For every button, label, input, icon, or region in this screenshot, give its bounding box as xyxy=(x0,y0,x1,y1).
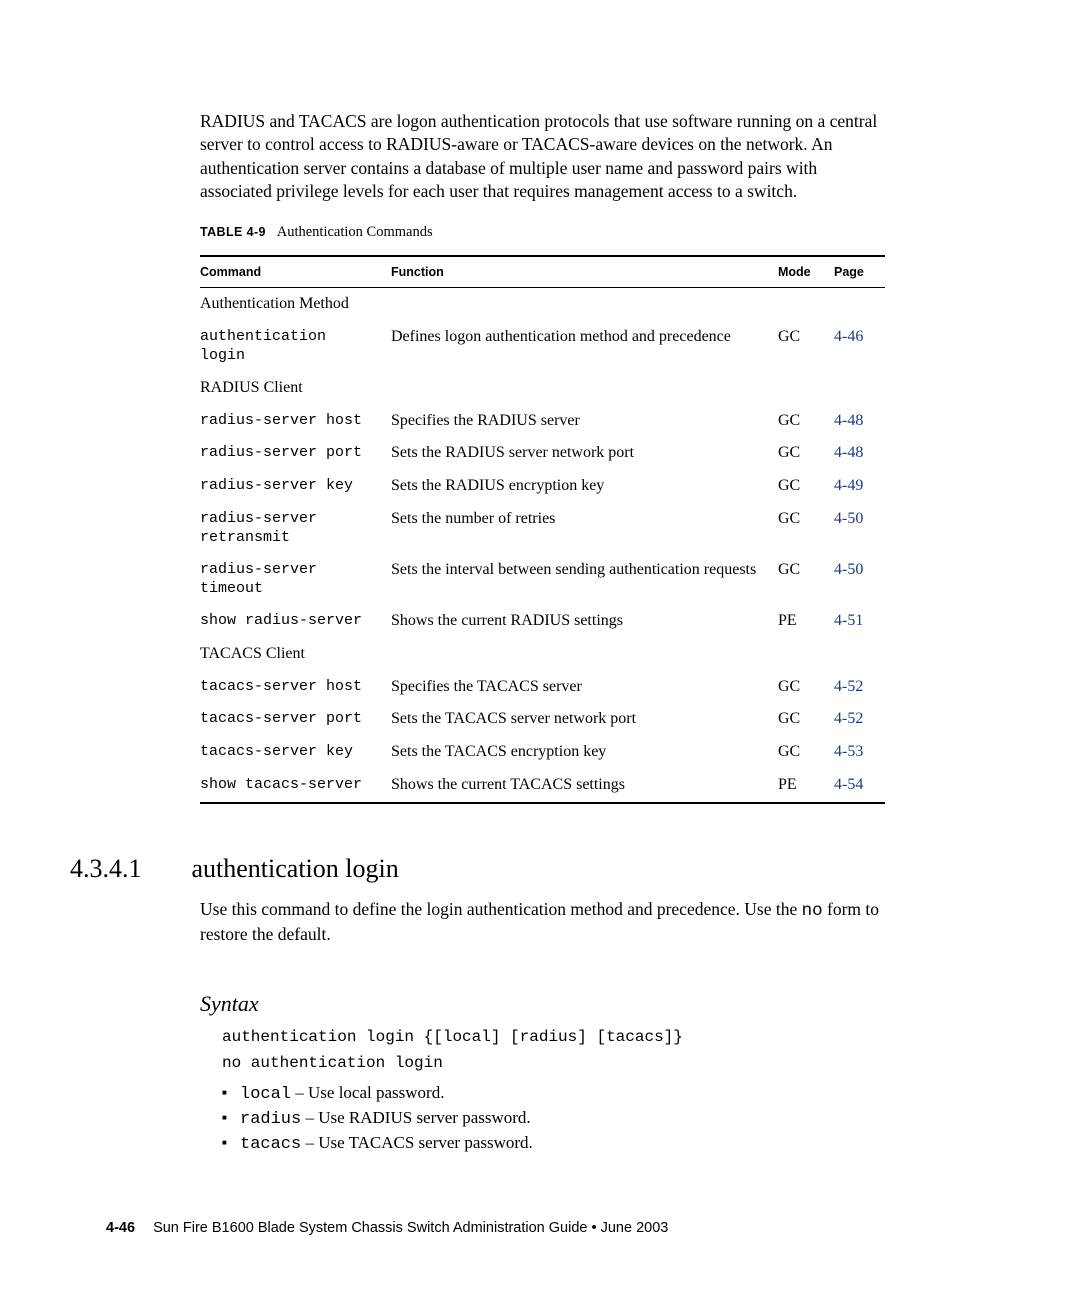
mode-cell: GC xyxy=(778,405,834,438)
command-cell: tacacs-server key xyxy=(200,736,391,769)
param-desc: – Use RADIUS server password. xyxy=(301,1108,530,1127)
footer-page-num: 4-46 xyxy=(106,1220,135,1236)
function-cell: Sets the TACACS server network port xyxy=(391,703,778,736)
table-row: radius-server timeoutSets the interval b… xyxy=(200,554,885,605)
mode-cell: GC xyxy=(778,503,834,554)
mode-cell: GC xyxy=(778,321,834,372)
param-keyword: local xyxy=(240,1085,291,1104)
page-link-cell[interactable]: 4-46 xyxy=(834,321,885,372)
command-cell: show tacacs-server xyxy=(200,769,391,803)
th-page: Page xyxy=(834,256,885,288)
table-row: TACACS Client xyxy=(200,638,885,671)
th-command: Command xyxy=(200,256,391,288)
commands-table: Command Function Mode Page Authenticatio… xyxy=(200,255,885,804)
table-label: TABLE 4-9 xyxy=(200,225,266,239)
page-link-cell[interactable]: 4-52 xyxy=(834,671,885,704)
function-cell: Sets the number of retries xyxy=(391,503,778,554)
page-link-cell[interactable]: 4-54 xyxy=(834,769,885,803)
page-link-cell[interactable]: 4-52 xyxy=(834,703,885,736)
th-mode: Mode xyxy=(778,256,834,288)
function-cell: Sets the RADIUS encryption key xyxy=(391,470,778,503)
command-cell: radius-server key xyxy=(200,470,391,503)
function-cell: Sets the TACACS encryption key xyxy=(391,736,778,769)
command-cell: tacacs-server port xyxy=(200,703,391,736)
th-function: Function xyxy=(391,256,778,288)
table-row: radius-server hostSpecifies the RADIUS s… xyxy=(200,405,885,438)
table-row: tacacs-server portSets the TACACS server… xyxy=(200,703,885,736)
command-cell: radius-server timeout xyxy=(200,554,391,605)
param-desc: – Use local password. xyxy=(291,1083,444,1102)
table-row: Authentication Method xyxy=(200,288,885,321)
intro-paragraph: RADIUS and TACACS are logon authenticati… xyxy=(200,110,885,205)
command-cell: tacacs-server host xyxy=(200,671,391,704)
page-link-cell[interactable]: 4-48 xyxy=(834,405,885,438)
mode-cell: GC xyxy=(778,703,834,736)
page-link-cell[interactable]: 4-50 xyxy=(834,554,885,605)
syntax-heading: Syntax xyxy=(200,991,885,1017)
section-text: Use this command to define the login aut… xyxy=(200,898,885,947)
page-link-cell[interactable]: 4-49 xyxy=(834,470,885,503)
params-list: local – Use local password.radius – Use … xyxy=(222,1082,885,1157)
section-number: 4.3.4.1 xyxy=(70,854,142,884)
param-keyword: radius xyxy=(240,1110,301,1129)
function-cell: Specifies the RADIUS server xyxy=(391,405,778,438)
section-title: authentication login xyxy=(192,854,399,884)
page-link-cell[interactable]: 4-53 xyxy=(834,736,885,769)
page-link-cell[interactable]: 4-51 xyxy=(834,605,885,638)
section-cell: TACACS Client xyxy=(200,638,885,671)
function-cell: Defines logon authentication method and … xyxy=(391,321,778,372)
section-text-mono: no xyxy=(802,901,823,921)
function-cell: Sets the RADIUS server network port xyxy=(391,437,778,470)
param-item: tacacs – Use TACACS server password. xyxy=(222,1132,885,1157)
table-row: show radius-serverShows the current RADI… xyxy=(200,605,885,638)
table-row: radius-server retransmitSets the number … xyxy=(200,503,885,554)
table-row: tacacs-server keySets the TACACS encrypt… xyxy=(200,736,885,769)
command-cell: radius-server retransmit xyxy=(200,503,391,554)
mode-cell: PE xyxy=(778,605,834,638)
syntax-line-1: authentication login {[local] [radius] [… xyxy=(222,1025,885,1051)
table-row: authentication loginDefines logon authen… xyxy=(200,321,885,372)
page-link-cell[interactable]: 4-50 xyxy=(834,503,885,554)
command-cell: radius-server port xyxy=(200,437,391,470)
command-cell: radius-server host xyxy=(200,405,391,438)
table-row: RADIUS Client xyxy=(200,372,885,405)
function-cell: Shows the current RADIUS settings xyxy=(391,605,778,638)
mode-cell: GC xyxy=(778,671,834,704)
footer-text: Sun Fire B1600 Blade System Chassis Swit… xyxy=(153,1220,668,1236)
page-link-cell[interactable]: 4-48 xyxy=(834,437,885,470)
syntax-line-2: no authentication login xyxy=(222,1051,885,1077)
param-item: local – Use local password. xyxy=(222,1082,885,1107)
mode-cell: GC xyxy=(778,736,834,769)
section-cell: Authentication Method xyxy=(200,288,885,321)
param-desc: – Use TACACS server password. xyxy=(301,1133,533,1152)
table-caption: TABLE 4-9 Authentication Commands xyxy=(200,224,885,241)
function-cell: Sets the interval between sending authen… xyxy=(391,554,778,605)
command-cell: show radius-server xyxy=(200,605,391,638)
function-cell: Specifies the TACACS server xyxy=(391,671,778,704)
page-footer: 4-46 Sun Fire B1600 Blade System Chassis… xyxy=(106,1220,668,1236)
mode-cell: PE xyxy=(778,769,834,803)
table-row: radius-server keySets the RADIUS encrypt… xyxy=(200,470,885,503)
table-row: tacacs-server hostSpecifies the TACACS s… xyxy=(200,671,885,704)
command-cell: authentication login xyxy=(200,321,391,372)
param-keyword: tacacs xyxy=(240,1135,301,1154)
table-row: show tacacs-serverShows the current TACA… xyxy=(200,769,885,803)
table-title: Authentication Commands xyxy=(277,224,433,240)
section-text-pre: Use this command to define the login aut… xyxy=(200,899,802,919)
section-cell: RADIUS Client xyxy=(200,372,885,405)
function-cell: Shows the current TACACS settings xyxy=(391,769,778,803)
mode-cell: GC xyxy=(778,554,834,605)
table-row: radius-server portSets the RADIUS server… xyxy=(200,437,885,470)
mode-cell: GC xyxy=(778,437,834,470)
mode-cell: GC xyxy=(778,470,834,503)
param-item: radius – Use RADIUS server password. xyxy=(222,1107,885,1132)
